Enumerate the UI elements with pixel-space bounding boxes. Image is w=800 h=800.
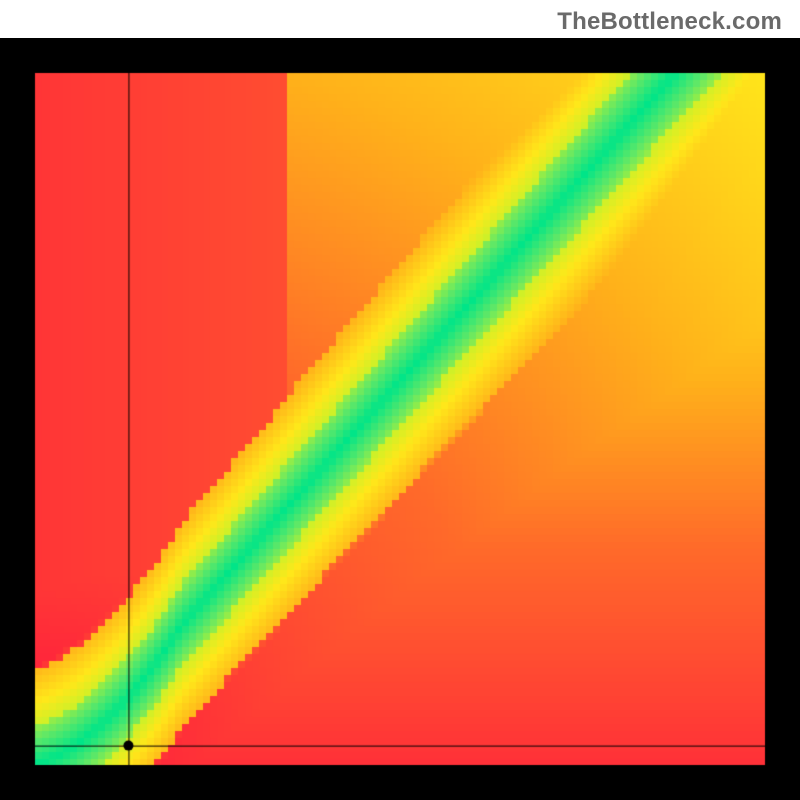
attribution-label: TheBottleneck.com bbox=[557, 8, 782, 36]
bottleneck-heatmap bbox=[0, 38, 800, 800]
chart-container: TheBottleneck.com bbox=[0, 0, 800, 800]
